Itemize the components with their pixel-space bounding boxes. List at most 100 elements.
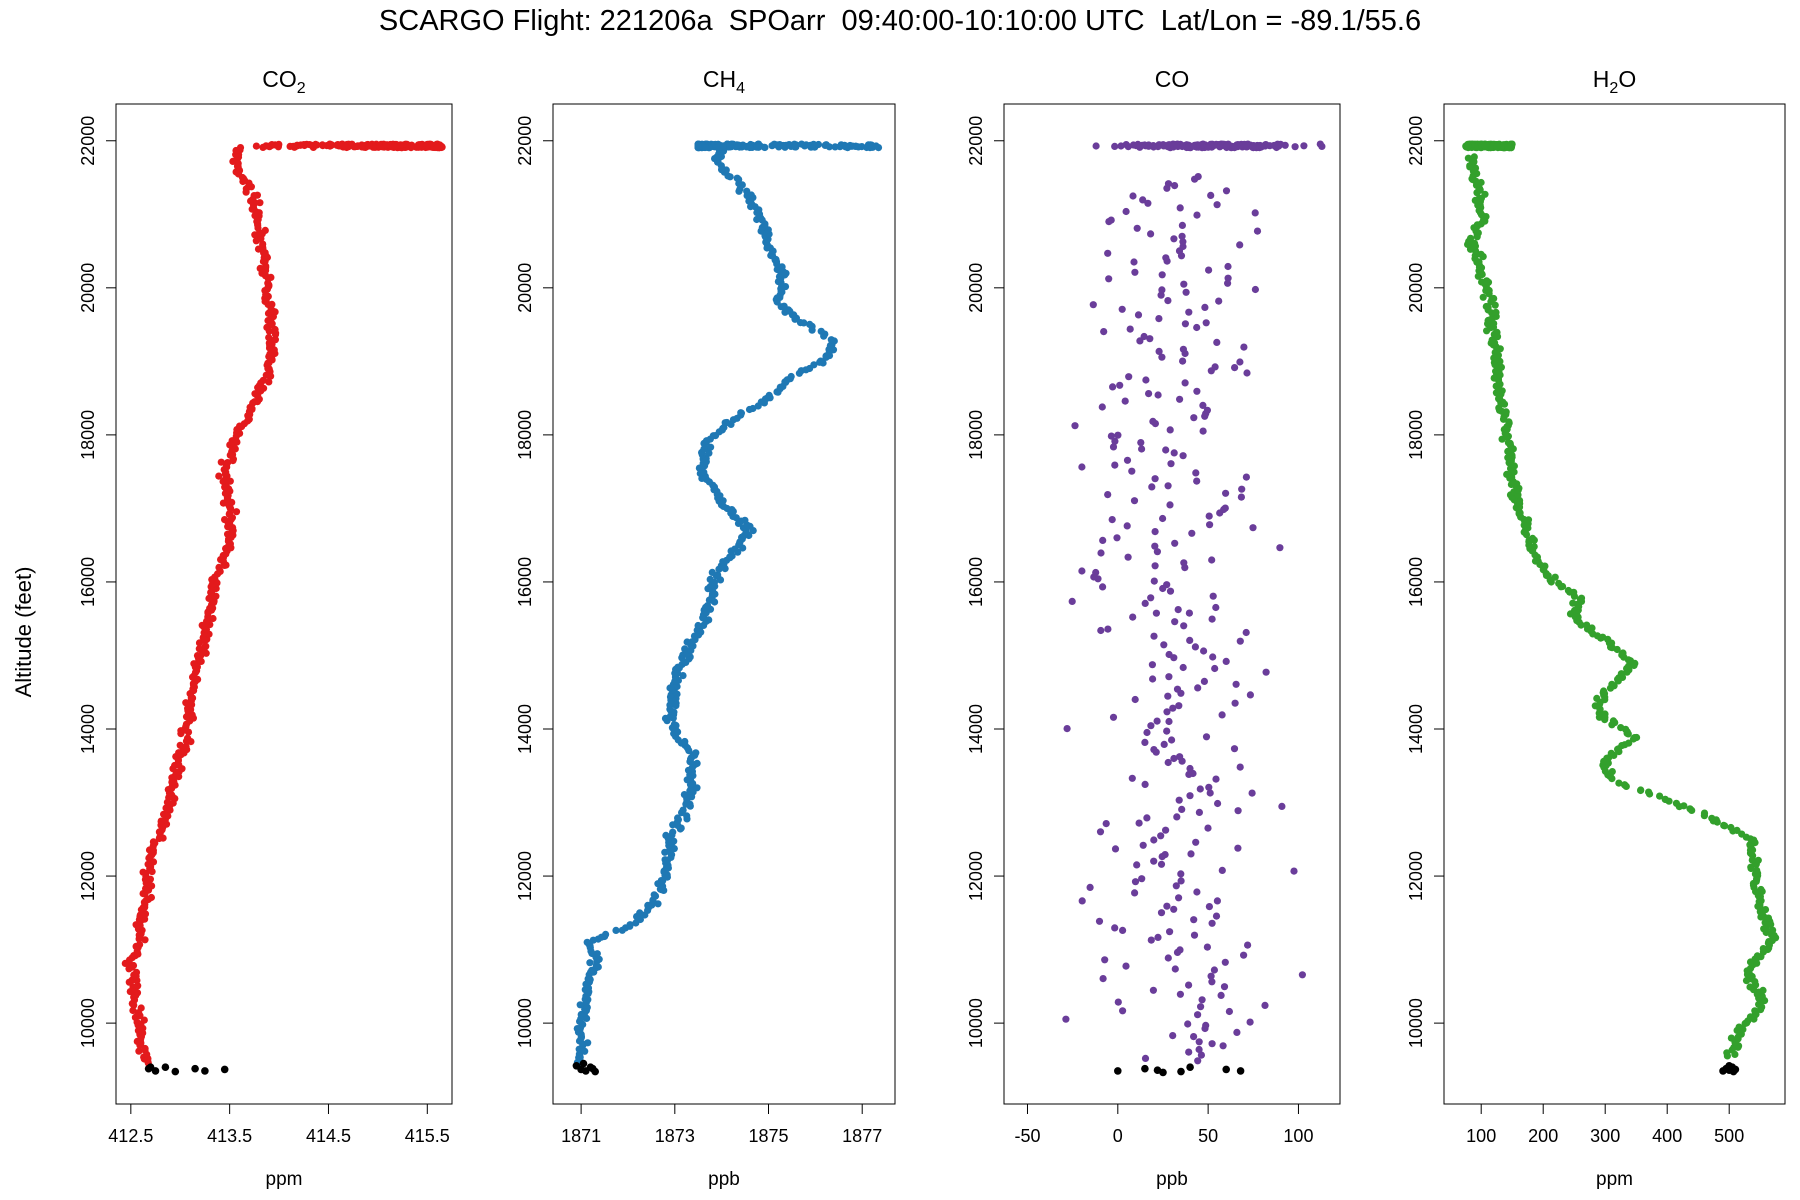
data-point: [1217, 991, 1225, 1000]
data-point: [1203, 943, 1211, 951]
data-point: [1164, 297, 1172, 305]
data-point: [1171, 618, 1179, 626]
data-point: [1117, 142, 1125, 150]
data-point: [661, 856, 669, 864]
ground-point: [1725, 1062, 1733, 1070]
data-point: [1131, 268, 1139, 276]
data-point: [1141, 780, 1149, 789]
data-point: [1253, 227, 1262, 235]
x-tick-label: 414.5: [306, 1126, 351, 1146]
data-point: [1751, 1007, 1759, 1015]
data-point: [1159, 514, 1167, 523]
ground-point: [146, 1063, 155, 1071]
data-point: [1276, 544, 1284, 552]
panel-1: CO2 10000 12000 14000 16000 18000 20000 22000 41…: [78, 66, 453, 1190]
data-point: [1236, 358, 1244, 366]
data-point: [1203, 406, 1211, 414]
data-point: [1551, 573, 1559, 581]
ground-point: [1153, 1066, 1162, 1074]
data-point: [1236, 637, 1244, 645]
data-point: [1211, 363, 1219, 371]
data-point: [1163, 708, 1171, 716]
data-point: [683, 638, 691, 646]
data-point: [1171, 182, 1179, 190]
data-point: [1208, 978, 1216, 986]
data-point: [681, 645, 689, 653]
y-tick-label: 12000: [966, 851, 986, 901]
data-point: [1175, 796, 1183, 804]
data-point: [1102, 820, 1110, 828]
data-point: [1224, 274, 1232, 282]
data-point: [1157, 860, 1166, 868]
data-point: [1155, 347, 1163, 355]
data-point: [1154, 933, 1162, 942]
ground-point: [1141, 1064, 1149, 1073]
data-point: [1193, 888, 1201, 896]
data-point: [1144, 199, 1152, 207]
data-point: [326, 142, 334, 150]
data-point: [662, 831, 670, 840]
data-point: [1129, 141, 1137, 149]
data-point: [1166, 501, 1174, 509]
data-point: [1759, 986, 1767, 995]
data-point: [1179, 357, 1187, 365]
data-point: [1753, 866, 1761, 875]
data-point: [708, 568, 716, 577]
x-tick-label: 415.5: [405, 1126, 450, 1146]
data-point: [1148, 483, 1156, 491]
data-point: [1179, 663, 1187, 672]
data-point: [1262, 668, 1270, 676]
data-point: [1471, 239, 1479, 247]
data-point: [1207, 972, 1215, 980]
y-tick-label: 10000: [515, 998, 535, 1048]
data-point: [1608, 768, 1616, 776]
data-point: [872, 142, 880, 150]
data-point: [1063, 725, 1071, 733]
data-point: [1151, 562, 1159, 570]
data-point: [1136, 143, 1144, 151]
data-point: [306, 141, 314, 149]
data-point: [261, 226, 269, 234]
data-point: [743, 187, 751, 195]
data-point: [1234, 807, 1242, 815]
data-point: [1147, 722, 1155, 730]
y-tick-label: 20000: [515, 263, 535, 313]
data-point: [1205, 512, 1213, 520]
data-point: [1125, 373, 1133, 381]
data-point: [259, 143, 267, 151]
data-point: [1185, 981, 1193, 989]
data-point: [1092, 142, 1100, 150]
data-point: [1164, 180, 1173, 188]
data-point: [1173, 685, 1182, 693]
data-point: [403, 140, 411, 148]
data-point: [313, 141, 321, 149]
data-point: [1109, 443, 1118, 451]
data-point: [1236, 763, 1244, 771]
data-point: [1143, 814, 1151, 822]
data-point: [1210, 966, 1218, 974]
data-point: [1503, 470, 1511, 478]
data-point: [1141, 738, 1149, 747]
data-point: [1213, 338, 1221, 346]
data-point: [1099, 583, 1107, 591]
data-point: [700, 445, 708, 453]
data-point: [256, 264, 264, 272]
data-point: [737, 409, 745, 417]
data-point: [1242, 473, 1250, 481]
data-point: [669, 828, 677, 836]
data-point: [1139, 841, 1147, 849]
data-point: [1181, 320, 1189, 328]
data-point: [1176, 946, 1184, 954]
data-point: [1251, 209, 1259, 217]
data-point: [1199, 401, 1207, 409]
data-point: [1165, 717, 1173, 726]
data-point: [1101, 956, 1109, 964]
data-point: [1212, 912, 1221, 920]
data-point: [1124, 553, 1132, 561]
data-point: [1165, 650, 1173, 659]
data-point: [134, 982, 142, 990]
x-tick-label: 50: [1198, 1126, 1218, 1146]
data-point: [1601, 710, 1609, 718]
data-point: [1686, 805, 1694, 813]
data-point: [1170, 905, 1178, 913]
